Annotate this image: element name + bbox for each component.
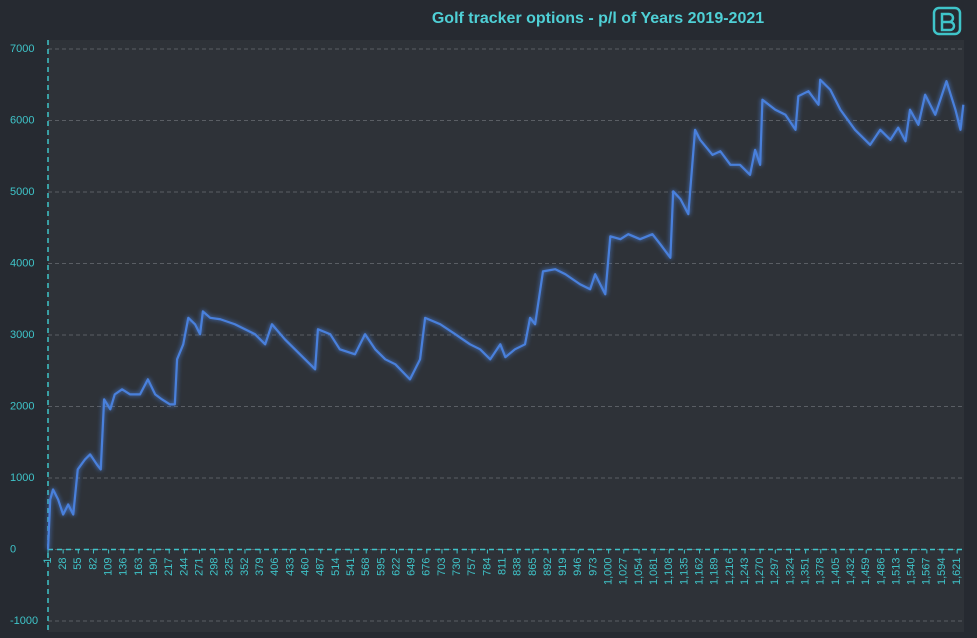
x-tick-label: 1,459: [860, 558, 872, 586]
x-tick-label: 1,540: [906, 558, 918, 586]
x-tick-label: 82: [87, 558, 99, 570]
x-tick-label: 298: [209, 558, 221, 576]
x-tick-label: 1,324: [784, 558, 796, 586]
x-tick-label: 676: [421, 558, 433, 576]
y-tick-label: 2000: [10, 400, 34, 412]
x-tick-label: 973: [587, 558, 599, 576]
x-tick-label: 757: [466, 558, 478, 576]
chart-title: Golf tracker options - p/l of Years 2019…: [432, 10, 764, 27]
x-tick-label: 892: [542, 558, 554, 576]
x-tick-label: 433: [284, 558, 296, 576]
x-tick-label: 352: [239, 558, 251, 576]
x-tick-label: 1,216: [724, 558, 736, 586]
x-tick-label: 1,081: [648, 558, 660, 586]
x-tick-label: 649: [406, 558, 418, 576]
x-tick-label: 1: [42, 558, 54, 564]
x-tick-label: 811: [496, 558, 508, 576]
x-tick-label: 622: [390, 558, 402, 576]
x-tick-label: 379: [254, 558, 266, 576]
x-tick-label: 325: [224, 558, 236, 576]
y-tick-label: 6000: [10, 114, 34, 126]
x-tick-label: 136: [118, 558, 130, 576]
x-tick-label: 1,189: [709, 558, 721, 586]
x-tick-label: 703: [436, 558, 448, 576]
x-tick-label: 1,594: [936, 558, 948, 586]
x-tick-label: 1,243: [739, 558, 751, 586]
x-tick-label: 919: [557, 558, 569, 576]
x-tick-label: 1,000: [603, 558, 615, 586]
y-tick-label: -1000: [10, 615, 38, 627]
x-tick-label: 244: [178, 558, 190, 576]
x-tick-label: 946: [572, 558, 584, 576]
x-tick-label: 1,405: [830, 558, 842, 586]
plot-area: [48, 40, 964, 632]
x-tick-label: 1,162: [693, 558, 705, 586]
x-tick-label: 271: [193, 558, 205, 576]
x-tick-label: 55: [72, 558, 84, 570]
x-tick-label: 1,567: [921, 558, 933, 586]
x-tick-label: 487: [315, 558, 327, 576]
x-tick-label: 217: [163, 558, 175, 576]
x-tick-label: 784: [481, 558, 493, 576]
x-tick-label: 514: [330, 558, 342, 576]
x-tick-label: 1,270: [754, 558, 766, 586]
x-tick-label: 1,513: [890, 558, 902, 586]
x-tick-label: 1,135: [678, 558, 690, 586]
x-tick-label: 109: [103, 558, 115, 576]
x-tick-label: 163: [133, 558, 145, 576]
y-tick-label: 0: [10, 543, 16, 555]
x-tick-label: 568: [360, 558, 372, 576]
x-tick-label: 1,378: [815, 558, 827, 586]
x-tick-label: 1,297: [769, 558, 781, 586]
y-tick-label: 1000: [10, 472, 34, 484]
x-tick-label: 190: [148, 558, 160, 576]
x-tick-label: 1,108: [663, 558, 675, 586]
x-tick-label: 1,621: [951, 558, 963, 586]
x-tick-label: 1,054: [633, 558, 645, 586]
x-tick-label: 1,351: [800, 558, 812, 586]
x-tick-label: 595: [375, 558, 387, 576]
x-tick-label: 406: [269, 558, 281, 576]
x-tick-label: 865: [527, 558, 539, 576]
x-tick-label: 1,432: [845, 558, 857, 586]
data-line: [46, 78, 965, 550]
x-tick-label: 28: [57, 558, 69, 570]
x-tick-label: 1,027: [618, 558, 630, 586]
y-tick-label: 4000: [10, 257, 34, 269]
x-tick-label: 541: [345, 558, 357, 576]
y-tick-label: 5000: [10, 186, 34, 198]
y-tick-label: 3000: [10, 329, 34, 341]
logo: [932, 6, 962, 36]
x-tick-label: 460: [299, 558, 311, 576]
x-tick-label: 838: [512, 558, 524, 576]
x-tick-label: 1,486: [875, 558, 887, 586]
x-tick-label: 730: [451, 558, 463, 576]
y-tick-label: 7000: [10, 43, 34, 55]
